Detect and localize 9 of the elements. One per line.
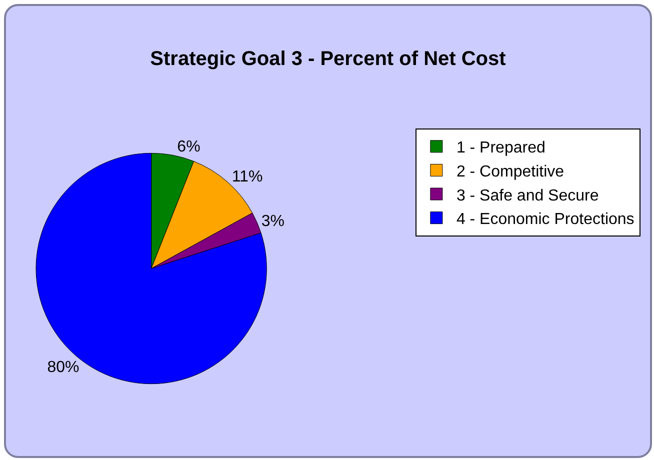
legend-label: 1 - Prepared: [456, 140, 546, 157]
legend-label: 4 - Economic Protections: [456, 211, 634, 228]
chart-title: Strategic Goal 3 - Percent of Net Cost: [150, 48, 506, 70]
data-label: 6%: [177, 138, 200, 156]
legend-label: 2 - Competitive: [456, 163, 564, 180]
legend-label: 3 - Safe and Secure: [456, 187, 599, 204]
data-label: 11%: [232, 168, 263, 186]
data-label: 80%: [47, 358, 80, 376]
data-label: 3%: [261, 212, 285, 230]
